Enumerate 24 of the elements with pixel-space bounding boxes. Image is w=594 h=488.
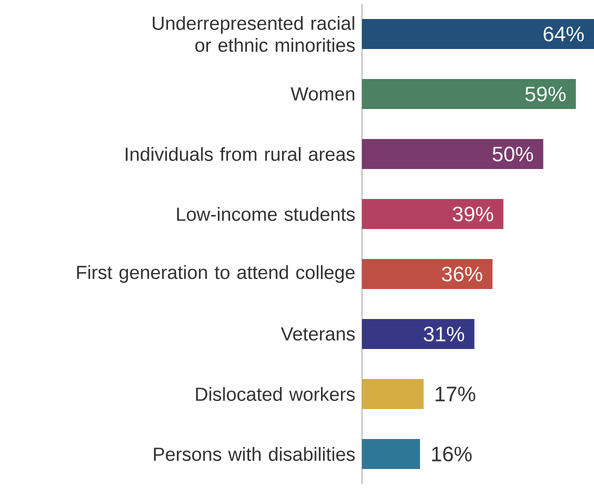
y-tick-label: Veterans xyxy=(280,327,355,341)
y-tick-label: Dislocated workers xyxy=(196,387,355,401)
y-tick-label: Low-income students xyxy=(177,207,355,221)
data-label: 59% xyxy=(525,86,566,102)
data-label: 64% xyxy=(544,26,584,42)
data-label: 31% xyxy=(424,326,464,342)
bar xyxy=(362,139,544,170)
data-label: 17% xyxy=(436,386,476,402)
bar xyxy=(362,439,420,470)
y-tick-label: Individuals from rural areas xyxy=(126,147,355,161)
bar xyxy=(362,379,424,410)
bar xyxy=(362,259,492,290)
data-label: 39% xyxy=(452,206,494,222)
bar xyxy=(362,19,594,49)
data-label: 16% xyxy=(432,446,472,462)
bar xyxy=(362,79,576,110)
y-tick-label: Persons with disabilities xyxy=(154,447,355,461)
bar xyxy=(362,319,474,350)
data-label: 36% xyxy=(442,266,482,282)
y-tick-label: Underrepresented racial or ethnic minorities xyxy=(152,16,355,52)
bar xyxy=(362,199,504,230)
data-label: 50% xyxy=(492,146,533,162)
y-tick-label: Women xyxy=(290,87,354,101)
y-tick-label: First generation to attend college xyxy=(77,265,355,283)
